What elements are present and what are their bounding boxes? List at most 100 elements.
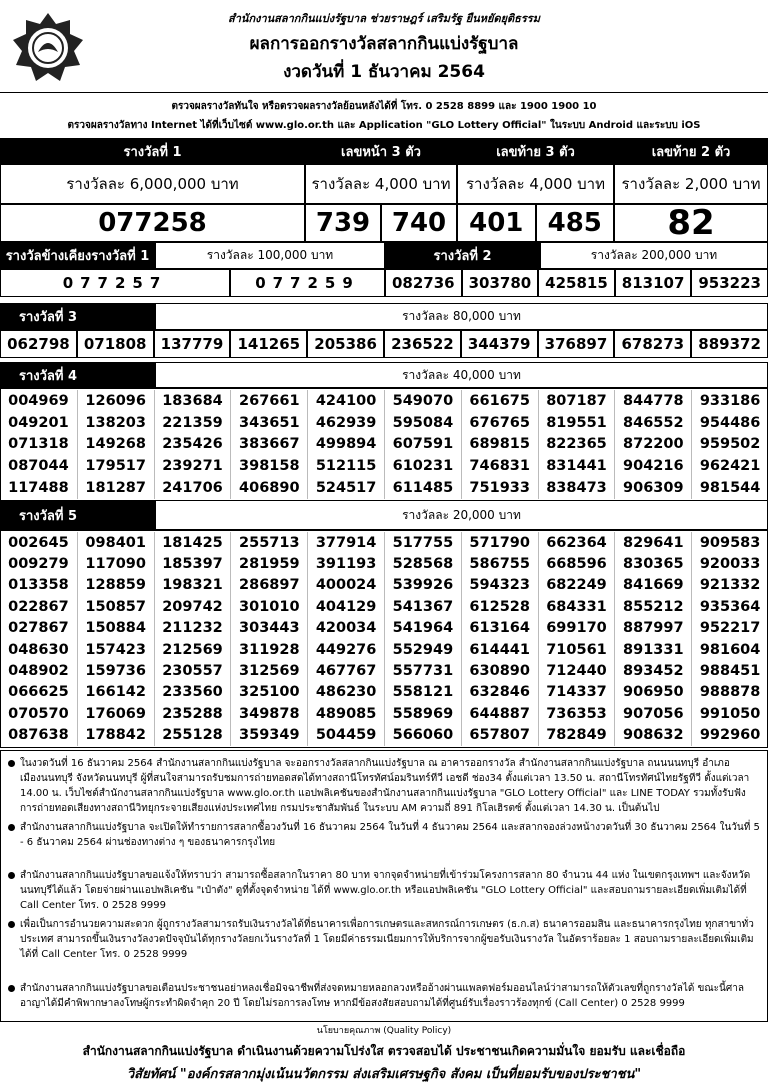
prize-number: 181425 (153, 532, 231, 554)
prize-number: 893452 (614, 660, 691, 682)
prize-number: 166142 (76, 681, 154, 704)
prize-amount: รางวัลละ 6,000,000 บาท (0, 164, 305, 204)
prize-number: 077259 (230, 269, 385, 297)
prize-number: 906309 (614, 477, 691, 499)
prize-number: 082736 (385, 269, 462, 297)
prize-number: 981604 (691, 639, 768, 661)
prize-number: 712440 (537, 660, 615, 682)
prize-number: 962421 (691, 455, 768, 478)
prize-number: 933186 (691, 390, 768, 412)
logo-ring (32, 32, 64, 64)
prize-label: รางวัลที่ 2 (385, 242, 540, 269)
org-motto: สำนักงานสลากกินแบ่งรัฐบาล ช่วยราษฎร์ เสร… (228, 12, 540, 25)
prize-number: 907056 (614, 703, 691, 725)
prize-number: 138203 (76, 411, 154, 434)
prize-number: 684331 (537, 596, 615, 618)
prize-number: 343651 (230, 411, 307, 434)
prize-number: 887997 (614, 617, 691, 639)
prize-amount: รางวัลละ 4,000 บาท (457, 164, 614, 204)
prize-number: 822365 (537, 433, 615, 456)
prize-number: 991050 (691, 703, 768, 725)
prize-number: 920033 (691, 553, 768, 575)
prize-number: 281959 (230, 553, 307, 575)
prize-number: 751933 (460, 477, 538, 499)
prize-number: 699170 (537, 617, 615, 639)
prize-number: 149268 (76, 433, 154, 456)
prize-number: 211232 (153, 617, 231, 639)
prize-number: 992960 (691, 724, 768, 746)
prize-number: 552949 (384, 639, 461, 661)
prize-number: 098401 (76, 532, 154, 554)
prize-number: 954486 (691, 411, 768, 434)
draw-date: งวดวันที่ 1 ธันวาคม 2564 (283, 61, 485, 82)
prize-label: รางวัลที่ 3 (0, 303, 155, 330)
prize-number: 630890 (460, 660, 538, 682)
prize-number: 467767 (307, 660, 384, 682)
prize-number: 117488 (8, 480, 69, 497)
prize-number: 049201 (8, 414, 69, 431)
prize-label: รางวัลที่ 1 (0, 138, 305, 164)
note: ในงวดวันที่ 16 ธันวาคม 2564 สำนักงานสลาก… (8, 756, 760, 816)
prize-number: 128859 (76, 574, 154, 597)
prize-number: 150857 (76, 596, 154, 618)
prize-number: 813107 (614, 269, 692, 297)
prize-number: 988878 (691, 681, 768, 704)
prize-number: 607591 (384, 433, 461, 456)
prize-number: 303443 (230, 617, 307, 639)
prize-number: 344379 (460, 330, 538, 358)
prize-number: 406890 (230, 477, 307, 499)
prize-number: 178842 (76, 724, 154, 746)
prize-label: เลขหน้า 3 ตัว (305, 138, 457, 164)
prize-label: รางวัลที่ 5 (0, 500, 155, 530)
prize-number: 959502 (691, 433, 768, 456)
prize-number: 071318 (8, 436, 69, 453)
prize-label: รางวัลที่ 4 (0, 362, 155, 388)
prize-amount: รางวัลละ 40,000 บาท (155, 362, 768, 388)
bullet (8, 985, 15, 992)
logo (13, 13, 83, 81)
prize-number: 137779 (153, 330, 231, 358)
note-text: เพื่อเป็นการอำนวยความสะดวก ผู้ถูกรางวัลส… (20, 919, 754, 960)
prize-number: 610231 (384, 455, 461, 478)
prize-number: 205386 (307, 330, 384, 358)
prize-number: 312569 (230, 660, 307, 682)
prize-number: 087638 (8, 727, 69, 744)
prize-number: 678273 (614, 330, 692, 358)
prize-number: 181287 (76, 477, 154, 499)
prize-number: 909583 (691, 532, 768, 554)
prize-number: 002645 (8, 534, 69, 551)
prize-number: 077257 (0, 269, 230, 297)
prize-number: 953223 (691, 269, 768, 297)
prize-number: 904216 (614, 455, 691, 478)
prize-number: 022867 (8, 598, 69, 615)
note-text: ในงวดวันที่ 16 ธันวาคม 2564 สำนักงานสลาก… (20, 758, 750, 814)
prize-number: 233560 (153, 681, 231, 704)
prize-number: 644887 (460, 703, 538, 725)
prize-number: 935364 (691, 596, 768, 618)
prize-number: 541964 (384, 617, 461, 639)
prize-number: 391193 (307, 553, 384, 575)
prize-number: 612528 (460, 596, 538, 618)
prize-number: 611485 (384, 477, 461, 499)
prize-number: 209742 (153, 596, 231, 618)
prize-number: 489085 (307, 703, 384, 725)
prize-number: 838473 (537, 477, 615, 499)
prize-number: 404129 (307, 596, 384, 618)
prize-number: 230557 (153, 660, 231, 682)
prize-label: เลขท้าย 3 ตัว (457, 138, 614, 164)
prize-number: 424100 (307, 390, 384, 412)
policy-title: นโยบายคุณภาพ (Quality Policy) (300, 1022, 468, 1038)
prize-number: 539926 (384, 574, 461, 597)
prize-number: 183684 (153, 390, 231, 412)
prize-number: 325100 (230, 681, 307, 704)
prize-number: 657807 (460, 724, 538, 746)
prize-number: 594323 (460, 574, 538, 597)
contact-line: ตรวจผลรางวัลทันใจ หรือตรวจผลรางวัลย้อนหล… (171, 100, 597, 112)
logo-emblem (38, 43, 58, 52)
prize-number: 383667 (230, 433, 307, 456)
prize-number: 807187 (537, 390, 615, 412)
prize-number: 311928 (230, 639, 307, 661)
prize-number: 891331 (614, 639, 691, 661)
prize-number: 830365 (614, 553, 691, 575)
